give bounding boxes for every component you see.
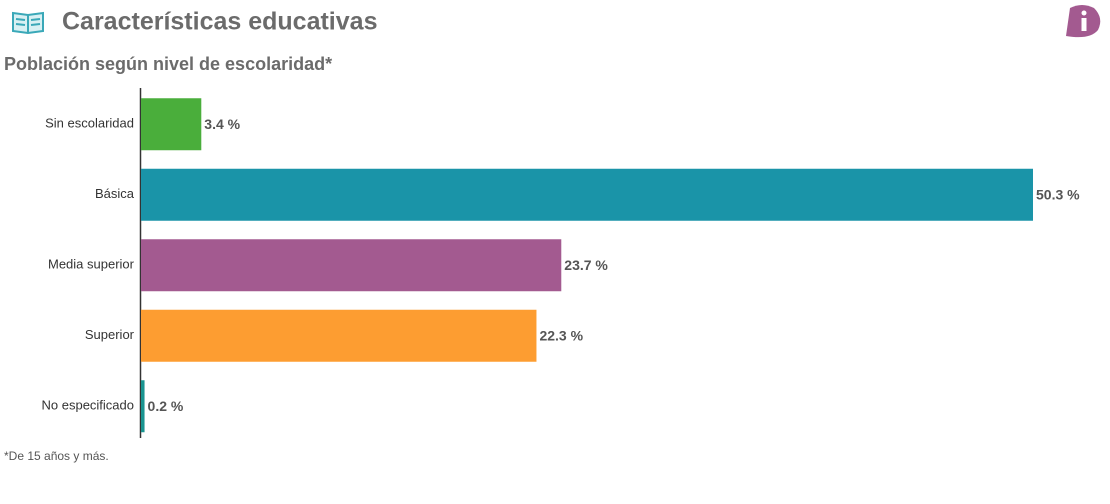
bar [141,168,1033,221]
info-button[interactable] [1066,5,1101,38]
value-label: 50.3 % [1036,186,1080,202]
category-label: Media superior [48,257,135,272]
category-label: Superior [85,327,135,342]
title: Características educativas [62,8,377,36]
bar [141,380,145,433]
category-label: No especificado [42,398,135,413]
value-label: 3.4 % [204,116,240,132]
book-icon [12,11,44,35]
bar [141,309,537,362]
bar [141,98,202,151]
category-label: Básica [95,186,135,201]
footnote: *De 15 años y más. [4,449,109,463]
subtitle: Población según nivel de escolaridad* [4,54,332,74]
value-label: 0.2 % [148,398,184,414]
bar [141,239,562,292]
category-label: Sin escolaridad [45,116,134,131]
value-label: 22.3 % [539,327,583,343]
value-label: 23.7 % [564,257,608,273]
